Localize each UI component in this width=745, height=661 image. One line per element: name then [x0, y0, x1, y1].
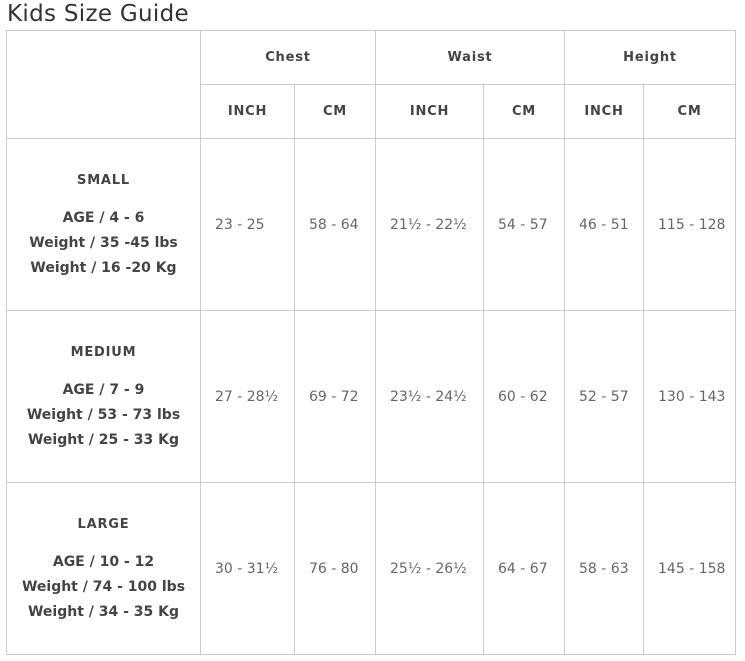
size-cell: SMALL AGE / 4 - 6 Weight / 35 -45 lbs We… — [6, 138, 201, 311]
value-cell: 46 - 51 — [564, 138, 645, 311]
weight-lbs-label: Weight / 53 - 73 lbs — [26, 407, 181, 423]
size-label: MEDIUM — [70, 345, 137, 360]
age-label: AGE / 4 - 6 — [62, 210, 145, 226]
value-cell: 52 - 57 — [564, 310, 645, 483]
value-cell: 145 - 158 — [643, 482, 737, 655]
value-cell: 58 - 64 — [293, 138, 377, 311]
value-cell: 23 - 25 — [200, 138, 295, 311]
value-cell: 58 - 63 — [564, 482, 645, 655]
header-unit: CM — [293, 84, 377, 139]
value-cell: 54 - 57 — [483, 138, 566, 311]
value-cell: 69 - 72 — [293, 310, 377, 483]
table-row-small: SMALL AGE / 4 - 6 Weight / 35 -45 lbs We… — [6, 138, 737, 311]
size-label: SMALL — [77, 173, 130, 188]
size-label: LARGE — [77, 517, 130, 532]
header-waist: Waist — [375, 30, 566, 85]
size-table: Chest Waist Height INCH CM INCH CM INCH … — [6, 30, 737, 655]
size-cell: MEDIUM AGE / 7 - 9 Weight / 53 - 73 lbs … — [6, 310, 201, 483]
value-cell: 76 - 80 — [293, 482, 377, 655]
value-cell: 25½ - 26½ — [375, 482, 485, 655]
header-unit: INCH — [375, 84, 485, 139]
value-cell: 30 - 31½ — [200, 482, 295, 655]
value-cell: 130 - 143 — [643, 310, 737, 483]
group-header-row: Chest Waist Height — [6, 30, 737, 139]
empty-corner-cell — [6, 30, 201, 139]
weight-kg-label: Weight / 25 - 33 Kg — [27, 432, 180, 448]
value-cell: 60 - 62 — [483, 310, 566, 483]
header-unit: INCH — [564, 84, 645, 139]
header-height: Height — [564, 30, 737, 85]
weight-lbs-label: Weight / 35 -45 lbs — [29, 235, 178, 251]
value-cell: 23½ - 24½ — [375, 310, 485, 483]
weight-lbs-label: Weight / 74 - 100 lbs — [21, 579, 186, 595]
weight-kg-label: Weight / 16 -20 Kg — [30, 260, 177, 276]
unit-header-row: INCH CM INCH CM INCH CM — [7, 84, 737, 139]
page-title: Kids Size Guide — [7, 1, 189, 27]
header-unit: CM — [643, 84, 737, 139]
size-cell: LARGE AGE / 10 - 12 Weight / 74 - 100 lb… — [6, 482, 201, 655]
age-label: AGE / 7 - 9 — [62, 382, 145, 398]
value-cell: 64 - 67 — [483, 482, 566, 655]
header-unit: INCH — [200, 84, 295, 139]
header-unit: CM — [483, 84, 566, 139]
weight-kg-label: Weight / 34 - 35 Kg — [27, 604, 180, 620]
value-cell: 21½ - 22½ — [375, 138, 485, 311]
value-cell: 115 - 128 — [643, 138, 737, 311]
table-row-large: LARGE AGE / 10 - 12 Weight / 74 - 100 lb… — [6, 482, 737, 655]
header-chest: Chest — [199, 30, 377, 85]
table-row-medium: MEDIUM AGE / 7 - 9 Weight / 53 - 73 lbs … — [6, 310, 737, 483]
age-label: AGE / 10 - 12 — [52, 554, 155, 570]
value-cell: 27 - 28½ — [200, 310, 295, 483]
